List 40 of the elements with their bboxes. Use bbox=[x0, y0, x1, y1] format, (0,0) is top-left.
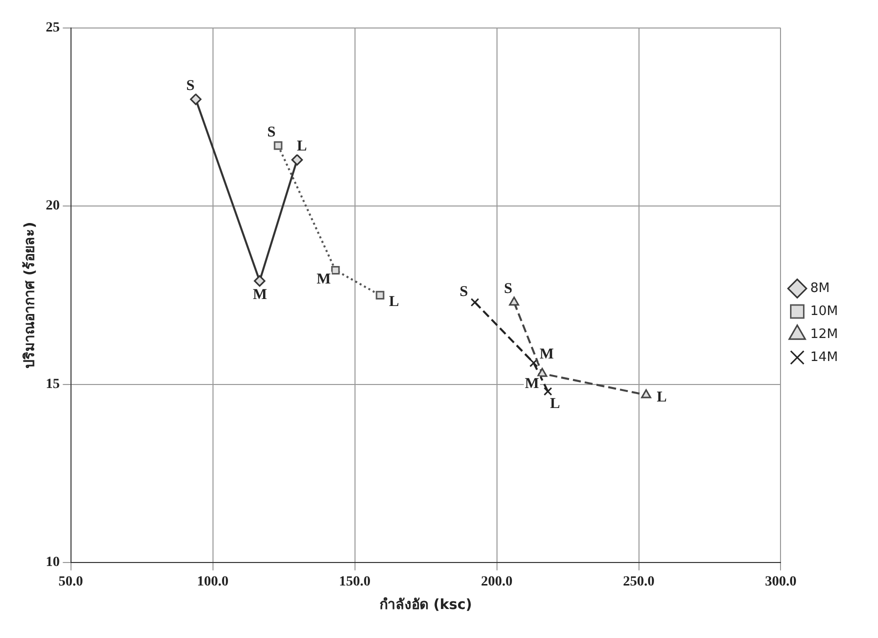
point bbox=[274, 141, 282, 150]
x-axis-title: กำลังอัด (ksc) bbox=[379, 597, 472, 614]
legend-label: 10M bbox=[810, 304, 838, 319]
annotation: L bbox=[550, 396, 560, 412]
point bbox=[509, 296, 520, 306]
point bbox=[641, 389, 652, 398]
y-tick-label: 10 bbox=[46, 555, 60, 570]
annotation: M bbox=[524, 376, 539, 392]
point bbox=[254, 275, 266, 287]
x-tick-label: 50.0 bbox=[58, 574, 84, 590]
legend-label: 12M bbox=[810, 326, 838, 342]
point bbox=[376, 290, 384, 300]
annotation: S bbox=[267, 124, 276, 141]
point bbox=[544, 387, 552, 396]
point bbox=[470, 298, 480, 307]
x-tick-label: 300.0 bbox=[764, 574, 796, 590]
annotation: S bbox=[460, 284, 468, 300]
y-tick-label: 25 bbox=[46, 20, 60, 36]
annotation: L bbox=[389, 294, 400, 310]
y-axis-title: ปริมาณอากาศ (ร้อยละ) bbox=[22, 222, 38, 369]
annotation: L bbox=[656, 390, 667, 406]
legend-label: 8M bbox=[810, 280, 830, 296]
point bbox=[331, 266, 340, 275]
point bbox=[190, 94, 202, 106]
point bbox=[291, 154, 303, 166]
x-tick-label: 250.0 bbox=[623, 574, 655, 590]
point bbox=[537, 368, 548, 377]
x-tick-label: 200.0 bbox=[481, 574, 513, 590]
point bbox=[529, 358, 538, 368]
x-tick-label: 150.0 bbox=[339, 574, 371, 590]
annotation: M bbox=[316, 272, 331, 288]
annotation: S bbox=[504, 281, 512, 298]
annotation: S bbox=[186, 78, 195, 94]
legend-label: 14M bbox=[810, 350, 838, 365]
y-tick-label: 20 bbox=[46, 198, 60, 214]
x-tick-label: 100.0 bbox=[197, 574, 229, 590]
y-tick-label: 15 bbox=[46, 376, 60, 392]
annotation: M bbox=[252, 286, 268, 303]
annotation: L bbox=[296, 138, 307, 154]
annotation: M bbox=[540, 346, 554, 363]
